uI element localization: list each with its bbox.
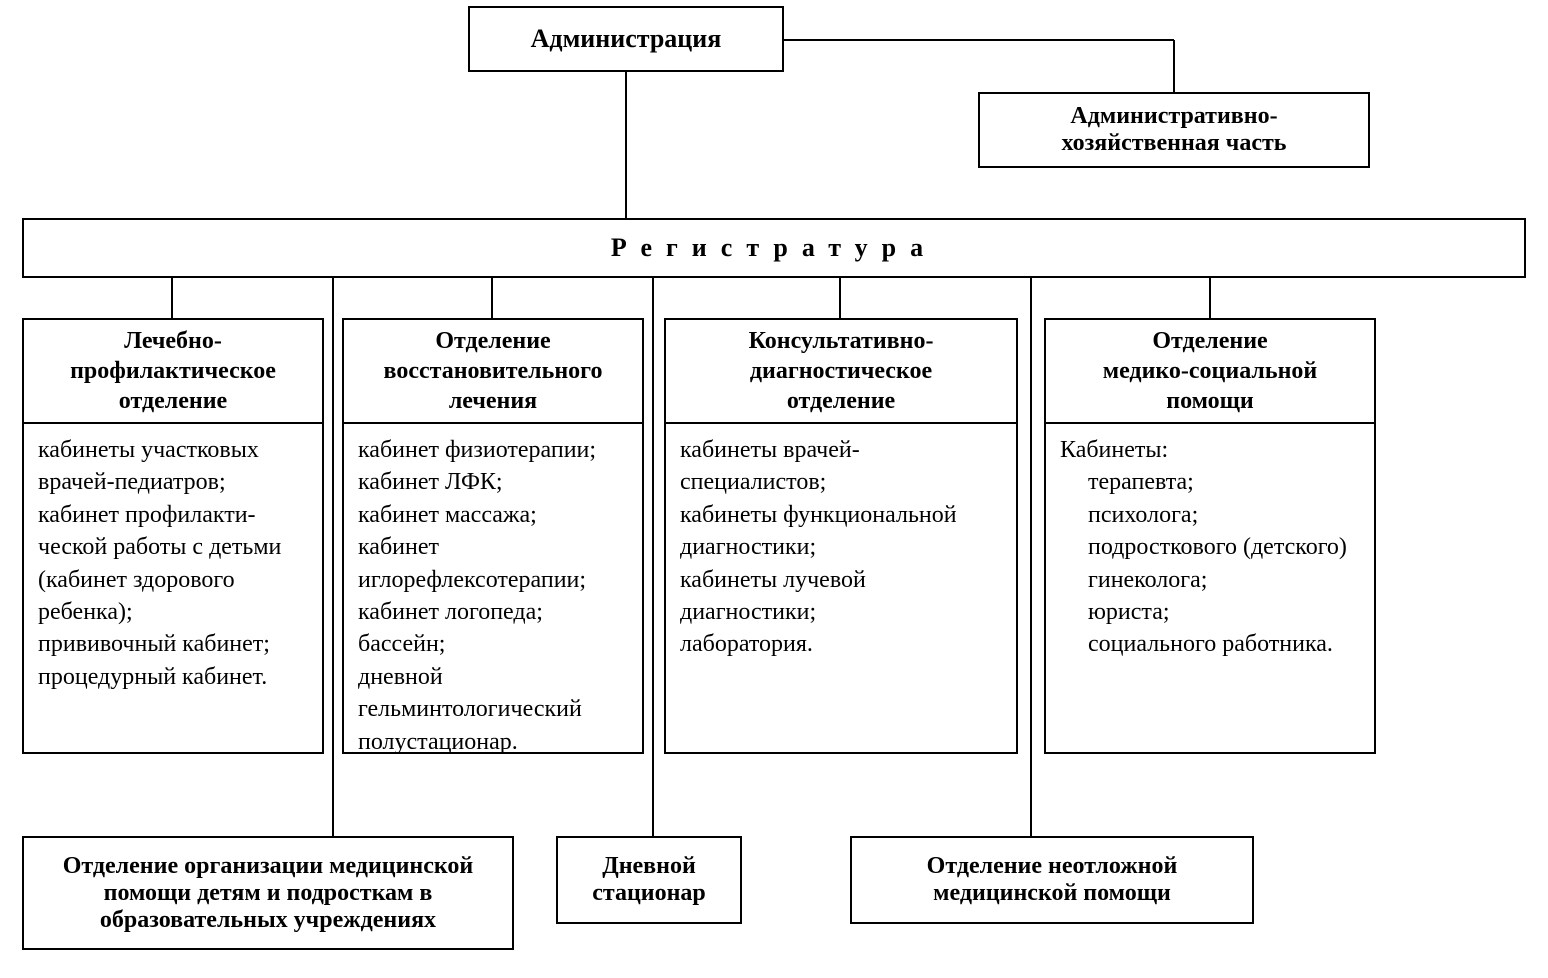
dept-social-body: Кабинеты: терапевта; психолога; подростк… — [1046, 424, 1374, 671]
list-item: кабинеты лучевой диагностики; — [680, 564, 1002, 629]
bottom-day-hospital-box: Дневной стационар — [556, 836, 742, 924]
list-item: кабинет массажа; — [358, 499, 628, 531]
dept-diagnostic-title: Консультативно- диагностическое отделени… — [666, 320, 1016, 424]
dept-diagnostic: Консультативно- диагностическое отделени… — [664, 318, 1018, 754]
bottom-emergency-label: Отделение неотложной медицинской помощи — [927, 853, 1178, 907]
list-item: кабинеты врачей-специалистов; — [680, 434, 1002, 499]
bottom-education-label: Отделение организации медицинской помощи… — [36, 853, 500, 934]
list-item: лаборатория. — [680, 628, 1002, 660]
list-item: кабинеты функциональной диагностики; — [680, 499, 1002, 564]
dept-rehabilitation-title: Отделение восстановительного лечения — [344, 320, 642, 424]
list-item: психолога; — [1088, 499, 1360, 531]
dept-diagnostic-body: кабинеты врачей-специалистов; кабинеты ф… — [666, 424, 1016, 671]
list-item-header: Кабинеты: — [1060, 434, 1360, 466]
list-item: кабинет ЛФК; — [358, 466, 628, 498]
list-item: социального работника. — [1088, 628, 1360, 660]
list-item: процедурный кабинет. — [38, 661, 308, 693]
admin-economic-label: Административно- хозяйственная часть — [1062, 103, 1287, 157]
dept-rehabilitation-body: кабинет физиотерапии; кабинет ЛФК; кабин… — [344, 424, 642, 768]
registry-box: Регистратура — [22, 218, 1526, 278]
list-item: кабинет иглорефлексотерапии; — [358, 531, 628, 596]
list-item: бассейн; — [358, 628, 628, 660]
list-item: подросткового (детского) гинеколога; — [1088, 531, 1360, 596]
bottom-day-hospital-label: Дневной стационар — [592, 853, 706, 907]
list-item: кабинет профилакти-ческой работы с детьм… — [38, 499, 308, 629]
list-item: терапевта; — [1088, 466, 1360, 498]
dept-social-title: Отделение медико-социальной помощи — [1046, 320, 1374, 424]
dept-rehabilitation: Отделение восстановительного лечения каб… — [342, 318, 644, 754]
list-item: кабинеты участковых врачей-педиатров; — [38, 434, 308, 499]
admin-box: Администрация — [468, 6, 784, 72]
bottom-emergency-box: Отделение неотложной медицинской помощи — [850, 836, 1254, 924]
list-item: дневной гельминтологический полустациона… — [358, 661, 628, 758]
admin-economic-box: Административно- хозяйственная часть — [978, 92, 1370, 168]
list-item: юриста; — [1088, 596, 1360, 628]
registry-label: Регистратура — [611, 233, 937, 262]
list-item: кабинет физиотерапии; — [358, 434, 628, 466]
dept-therapeutic-body: кабинеты участковых врачей-педиатров; ка… — [24, 424, 322, 703]
bottom-education-box: Отделение организации медицинской помощи… — [22, 836, 514, 950]
list-item: кабинет логопеда; — [358, 596, 628, 628]
admin-label: Администрация — [531, 24, 722, 53]
dept-therapeutic-title: Лечебно- профилактическое отделение — [24, 320, 322, 424]
dept-therapeutic: Лечебно- профилактическое отделение каби… — [22, 318, 324, 754]
dept-social: Отделение медико-социальной помощи Кабин… — [1044, 318, 1376, 754]
list-item: прививочный кабинет; — [38, 628, 308, 660]
